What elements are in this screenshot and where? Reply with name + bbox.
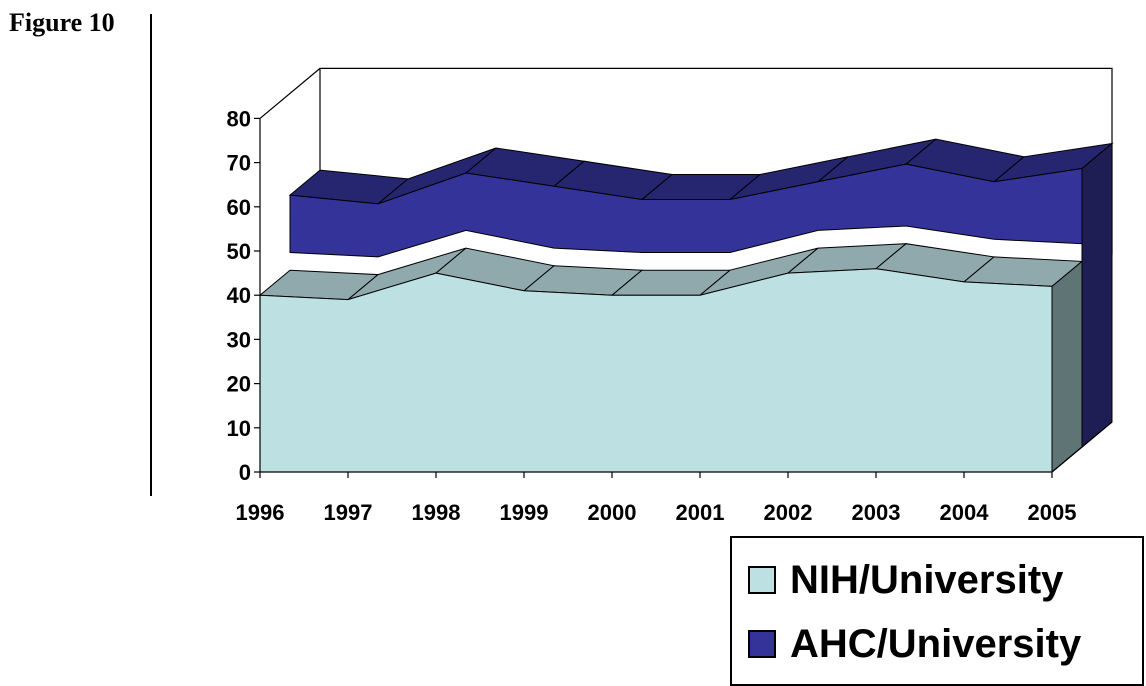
legend-swatch-ahc: [748, 630, 776, 658]
x-tick-label: 2004: [940, 500, 990, 525]
y-tick-label: 20: [227, 372, 251, 397]
figure-divider-line: [150, 14, 152, 496]
y-tick-label: 70: [227, 151, 251, 176]
x-tick-label: 2001: [676, 500, 725, 525]
x-tick-label: 1998: [412, 500, 461, 525]
x-tick-label: 1997: [324, 500, 373, 525]
floor-depth-edge: [1051, 421, 1113, 473]
chart-axes: 0 10 20 30 40 50 60 70 80 1996 1997 1998 1999 2000 200…: [227, 106, 1113, 525]
y-tick-label: 30: [227, 327, 251, 352]
y-tick-label: 40: [227, 283, 251, 308]
legend-label-ahc: AHC/University: [790, 622, 1082, 666]
y-tick-label: 50: [227, 239, 251, 264]
series-ahc-university: [288, 138, 1114, 449]
nih-front-face: [259, 268, 1053, 473]
chart-legend: NIH/University AHC/University: [730, 536, 1144, 686]
legend-swatch-nih: [748, 566, 776, 594]
x-tick-label: 2000: [588, 500, 637, 525]
legend-label-nih: NIH/University: [790, 558, 1064, 602]
x-tick-label: 2005: [1028, 500, 1077, 525]
y-tick-label: 80: [227, 106, 251, 131]
figure-label: Figure 10: [9, 8, 115, 37]
series-nih-university: [258, 243, 1084, 474]
legend-item-nih: NIH/University: [748, 556, 1063, 604]
ahc-side-face: [1081, 142, 1113, 449]
x-tick-label: 2003: [852, 500, 901, 525]
y-tick-label: 60: [227, 195, 251, 220]
y-tick-label: 0: [239, 460, 251, 485]
x-tick-label: 1996: [236, 500, 285, 525]
nih-side-face: [1051, 260, 1083, 474]
legend-item-ahc: AHC/University: [748, 620, 1081, 668]
x-tick-label: 2002: [764, 500, 813, 525]
x-tick-label: 1999: [500, 500, 549, 525]
y-tick-label: 10: [227, 416, 251, 441]
